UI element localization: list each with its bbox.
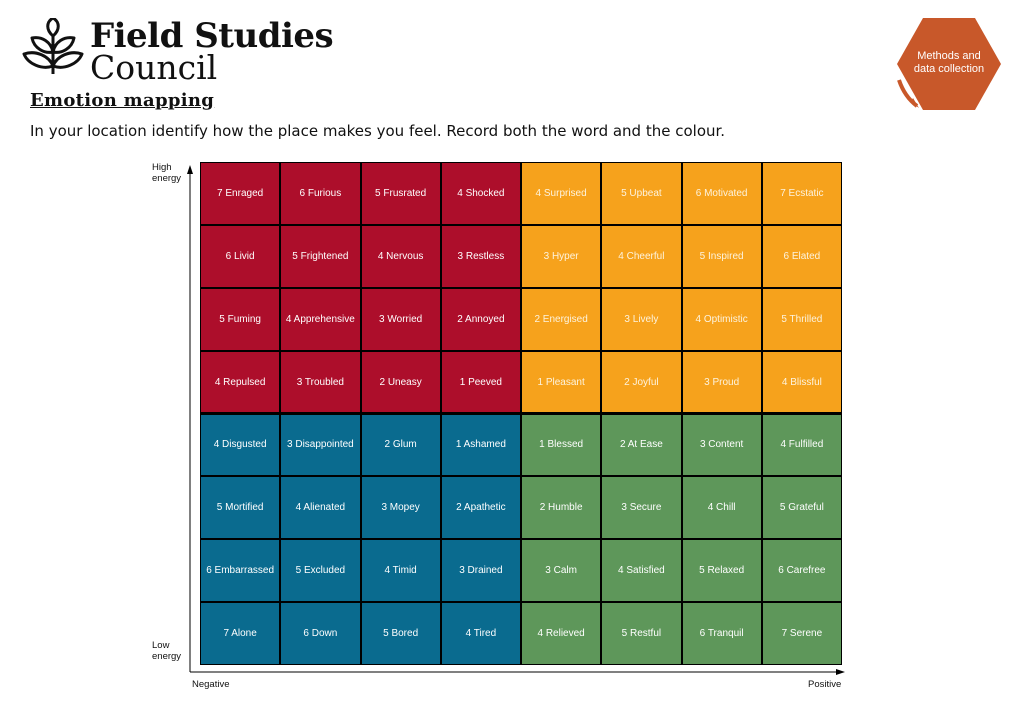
emotion-cell: 4 Surprised	[521, 162, 602, 225]
page-heading: Emotion mapping	[30, 90, 215, 111]
x-axis-right-label: Positive	[808, 679, 842, 690]
emotion-cell: 3 Lively	[601, 287, 682, 351]
emotion-cell: 4 Tired	[440, 602, 521, 665]
quadrant-divider-vertical	[520, 162, 522, 665]
emotion-cell: 6 Livid	[200, 224, 281, 288]
emotion-grid: 7 Enraged 6 Furious 5 Frusrated 4 Shocked 4 …	[200, 162, 842, 665]
emotion-cell: 6 Tranquil	[681, 602, 762, 665]
emotion-cell: 4 Repulsed	[200, 350, 281, 414]
emotion-cell: 2 Annoyed	[440, 287, 521, 351]
emotion-cell: 6 Carefree	[761, 539, 842, 603]
emotion-cell: 6 Elated	[761, 224, 842, 288]
badge-label: Methods and data collection	[913, 50, 985, 75]
emotion-cell: 4 Alienated	[280, 476, 361, 540]
emotion-cell: 4 Timid	[360, 539, 441, 603]
emotion-cell: 7 Serene	[761, 602, 842, 665]
emotion-cell: 3 Disappointed	[280, 413, 361, 477]
emotion-cell: 2 Glum	[360, 413, 441, 477]
emotion-cell: 3 Proud	[681, 350, 762, 414]
emotion-cell: 5 Restful	[601, 602, 682, 665]
emotion-cell: 7 Ecstatic	[761, 162, 842, 225]
leaf-logo-icon	[22, 18, 84, 74]
emotion-cell: 3 Worried	[360, 287, 441, 351]
y-axis-bottom-label: Low energy	[152, 640, 182, 662]
emotion-cell: 5 Excluded	[280, 539, 361, 603]
emotion-cell: 6 Furious	[280, 162, 361, 225]
emotion-cell: 7 Alone	[200, 602, 281, 665]
emotion-cell: 2 At Ease	[601, 413, 682, 477]
emotion-cell: 3 Troubled	[280, 350, 361, 414]
y-axis-top-label: High energy	[152, 162, 182, 184]
fsc-logo: Field Studies Council	[22, 14, 334, 87]
emotion-cell: 3 Secure	[601, 476, 682, 540]
emotion-cell: 4 Satisfied	[601, 539, 682, 603]
logo-line-2: Council	[90, 48, 218, 87]
emotion-cell: 6 Down	[280, 602, 361, 665]
emotion-cell: 4 Fulfilled	[761, 413, 842, 477]
emotion-cell: 2 Energised	[521, 287, 602, 351]
hexagon-badge-icon	[897, 18, 1001, 110]
emotion-cell: 7 Enraged	[200, 162, 281, 225]
emotion-cell: 4 Cheerful	[601, 224, 682, 288]
emotion-cell: 3 Calm	[521, 539, 602, 603]
emotion-cell: 2 Apathetic	[440, 476, 521, 540]
emotion-cell: 3 Drained	[440, 539, 521, 603]
emotion-cell: 4 Chill	[681, 476, 762, 540]
emotion-cell: 1 Blessed	[521, 413, 602, 477]
emotion-cell: 5 Frightened	[280, 224, 361, 288]
emotion-cell: 5 Thrilled	[761, 287, 842, 351]
emotion-cell: 5 Bored	[360, 602, 441, 665]
emotion-cell: 2 Uneasy	[360, 350, 441, 414]
emotion-cell: 3 Mopey	[360, 476, 441, 540]
emotion-cell: 5 Frusrated	[360, 162, 441, 225]
emotion-cell: 4 Blissful	[761, 350, 842, 414]
emotion-cell: 3 Hyper	[521, 224, 602, 288]
emotion-cell: 2 Joyful	[601, 350, 682, 414]
emotion-cell: 4 Disgusted	[200, 413, 281, 477]
emotion-cell: 4 Apprehensive	[280, 287, 361, 351]
emotion-cell: 6 Embarrassed	[200, 539, 281, 603]
emotion-cell: 5 Inspired	[681, 224, 762, 288]
instruction-text: In your location identify how the place …	[30, 122, 726, 140]
emotion-cell: 5 Grateful	[761, 476, 842, 540]
emotion-cell: 4 Shocked	[440, 162, 521, 225]
emotion-cell: 3 Restless	[440, 224, 521, 288]
emotion-cell: 1 Pleasant	[521, 350, 602, 414]
x-axis-left-label: Negative	[192, 679, 230, 690]
emotion-cell: 1 Ashamed	[440, 413, 521, 477]
emotion-cell: 4 Relieved	[521, 602, 602, 665]
methods-badge: Methods and data collection	[893, 18, 1005, 110]
emotion-cell: 5 Relaxed	[681, 539, 762, 603]
emotion-cell: 5 Mortified	[200, 476, 281, 540]
emotion-cell: 5 Fuming	[200, 287, 281, 351]
emotion-cell: 6 Motivated	[681, 162, 762, 225]
emotion-cell: 4 Optimistic	[681, 287, 762, 351]
emotion-cell: 4 Nervous	[360, 224, 441, 288]
emotion-cell: 3 Content	[681, 413, 762, 477]
emotion-cell: 2 Humble	[521, 476, 602, 540]
logo-line-1: Field Studies	[90, 16, 334, 56]
emotion-cell: 1 Peeved	[440, 350, 521, 414]
emotion-cell: 5 Upbeat	[601, 162, 682, 225]
